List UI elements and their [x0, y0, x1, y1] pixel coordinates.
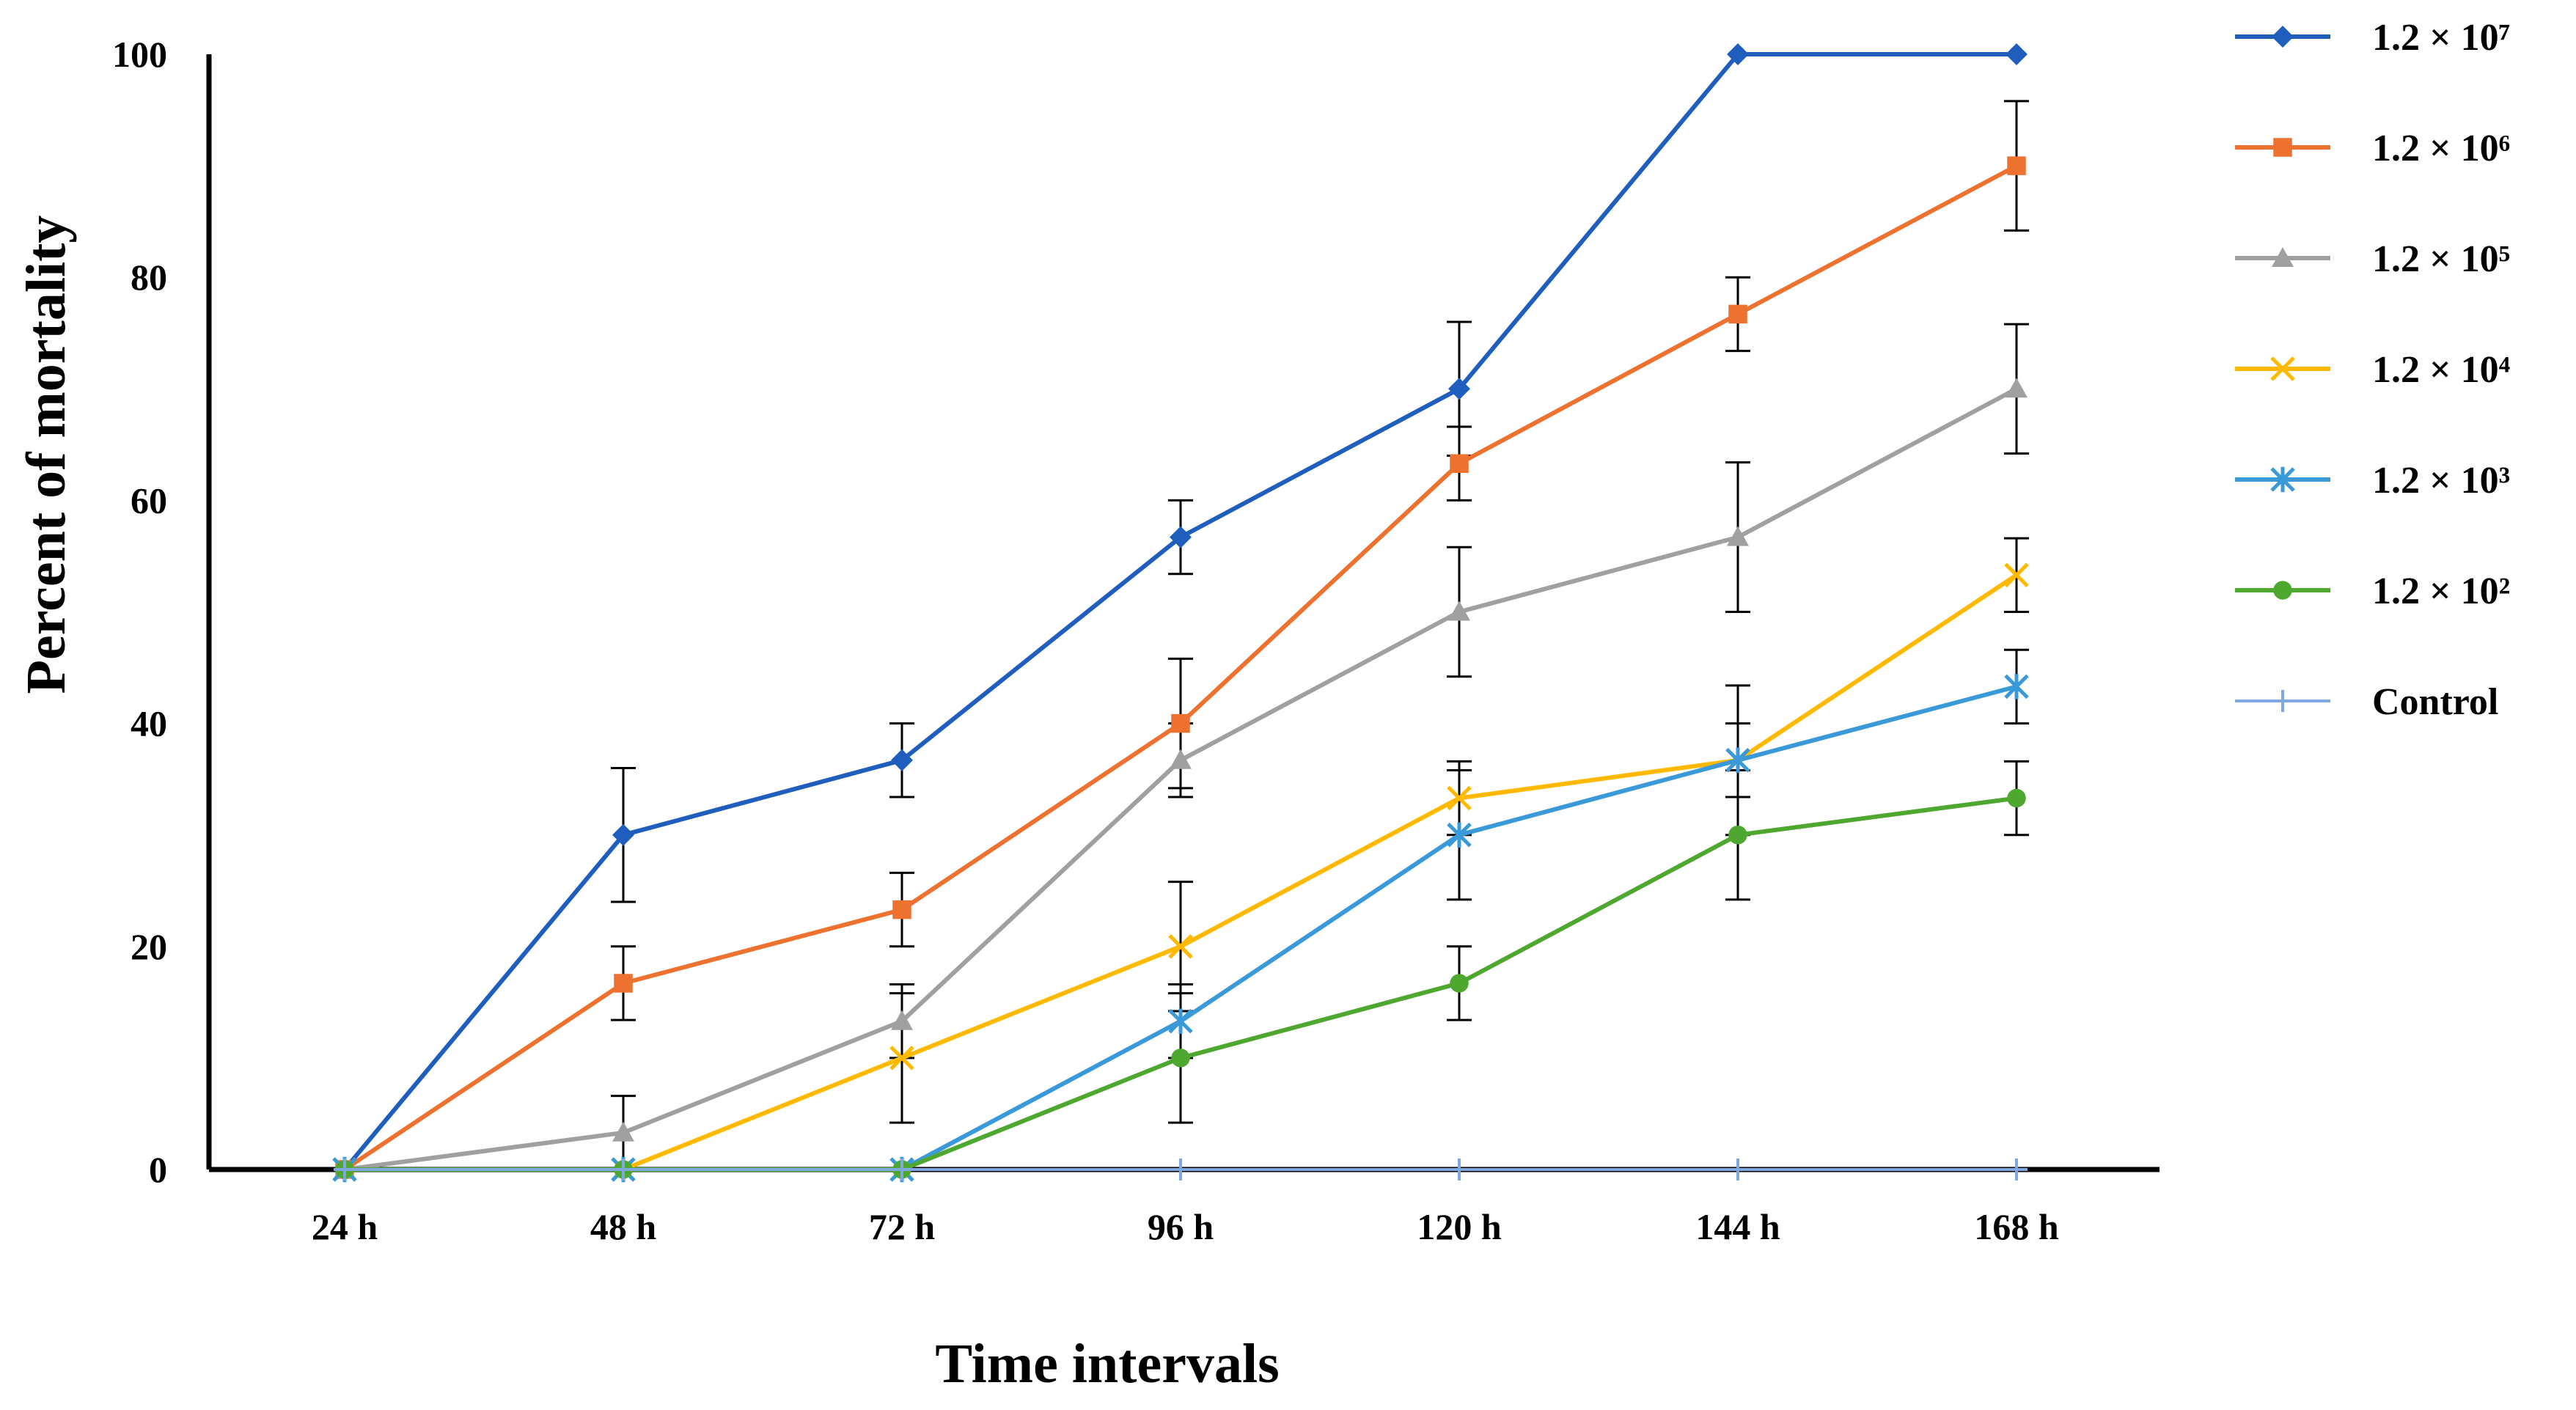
data-point: [2006, 378, 2028, 398]
data-point: [1727, 1159, 1749, 1180]
legend: 1.2 × 10⁷ 1.2 × 10⁶ 1.2 × 10⁵ 1.2 × 10⁴ 1.2 …: [2235, 17, 2511, 723]
data-point: [2007, 788, 2026, 808]
legend-label: 1.2 × 10⁶: [2372, 128, 2510, 169]
data-point: [1727, 526, 1749, 546]
x-axis-title: Time intervals: [935, 1333, 1279, 1395]
legend-item: 1.2 × 10⁶: [2235, 128, 2510, 169]
data-point: [2004, 562, 2029, 588]
legend-label: Control: [2372, 681, 2498, 723]
data-point: [1450, 454, 1469, 473]
y-tick-label: 80: [131, 257, 167, 298]
legend-swatch-marker: [2272, 247, 2294, 267]
x-tick-label: 96 h: [1148, 1206, 1214, 1247]
x-tick-label: 48 h: [590, 1206, 657, 1247]
data-point: [612, 1159, 634, 1180]
data-point: [1168, 1008, 1193, 1034]
data-point: [1447, 822, 1472, 848]
y-tick-label: 0: [149, 1149, 167, 1190]
x-mark-stroke: [2270, 356, 2295, 381]
data-point: [1448, 1159, 1470, 1180]
x-tick-label: 120 h: [1417, 1206, 1502, 1247]
data-point: [1450, 974, 1469, 993]
data-point: [891, 749, 913, 771]
data-point: [612, 823, 634, 846]
legend-label: 1.2 × 10⁷: [2372, 17, 2510, 59]
data-point: [614, 974, 633, 993]
legend-item: 1.2 × 10⁷: [2235, 17, 2510, 59]
legend-swatch-marker: [2272, 26, 2294, 48]
legend-swatch-marker: [2270, 356, 2295, 381]
y-tick-label: 100: [112, 34, 167, 75]
data-point: [1725, 747, 1750, 774]
x-tick-label: 168 h: [1974, 1206, 2059, 1247]
error-bars: [611, 100, 2029, 1171]
series-markers: [332, 43, 2029, 1183]
data-point: [1728, 304, 1747, 324]
data-point: [334, 1159, 356, 1180]
data-point: [612, 1121, 634, 1142]
data-point: [1170, 526, 1192, 548]
tick-labels: 0 20 40 60 80 100 24 h 48 h 72 h 96 h 120 h 144 h 16…: [112, 34, 2059, 1247]
y-axis-title: Percent of mortality: [15, 216, 77, 694]
legend-item: 1.2 × 10⁴: [2235, 349, 2511, 391]
y-tick-label: 40: [131, 703, 167, 744]
legend-item: 1.2 × 10⁵: [2235, 238, 2510, 280]
data-point: [1448, 601, 1470, 621]
data-point: [2006, 1159, 2028, 1180]
legend-label: 1.2 × 10⁴: [2372, 349, 2511, 391]
data-point: [892, 900, 911, 919]
x-tick-label: 72 h: [869, 1206, 936, 1247]
x-mark-stroke: [2004, 562, 2029, 588]
data-point: [1170, 749, 1192, 769]
y-tick-label: 60: [131, 480, 167, 521]
x-tick-label: 144 h: [1695, 1206, 1780, 1247]
legend-label: 1.2 × 10⁵: [2372, 238, 2510, 280]
legend-item: Control: [2235, 681, 2498, 723]
legend-label: 1.2 × 10³: [2372, 460, 2510, 502]
legend-label: 1.2 × 10²: [2372, 570, 2510, 612]
data-point: [1170, 1159, 1192, 1180]
x-mark-stroke: [1447, 785, 1472, 811]
data-point: [891, 1010, 913, 1030]
legend-item: 1.2 × 10³: [2235, 460, 2510, 502]
x-mark-stroke: [889, 1046, 914, 1071]
legend-swatch-marker: [2273, 138, 2292, 157]
data-point: [1171, 1049, 1190, 1068]
legend-swatch-marker: [2273, 581, 2292, 600]
data-point: [1727, 43, 1749, 65]
legend-item: 1.2 × 10²: [2235, 570, 2510, 612]
data-point: [1168, 934, 1193, 959]
data-point: [2004, 674, 2029, 700]
data-point: [889, 1046, 914, 1071]
data-point: [1447, 785, 1472, 811]
data-point: [2007, 156, 2026, 175]
data-point: [1171, 713, 1190, 733]
legend-swatch-marker: [2270, 466, 2295, 493]
data-point: [1728, 825, 1747, 845]
y-tick-label: 20: [131, 926, 167, 967]
x-mark-stroke: [1168, 934, 1193, 959]
data-point: [891, 1159, 913, 1180]
legend-swatch-marker: [2272, 690, 2294, 712]
data-point: [2006, 43, 2028, 65]
x-tick-label: 24 h: [312, 1206, 378, 1247]
axes: [206, 54, 2159, 1172]
data-point: [1448, 378, 1470, 400]
